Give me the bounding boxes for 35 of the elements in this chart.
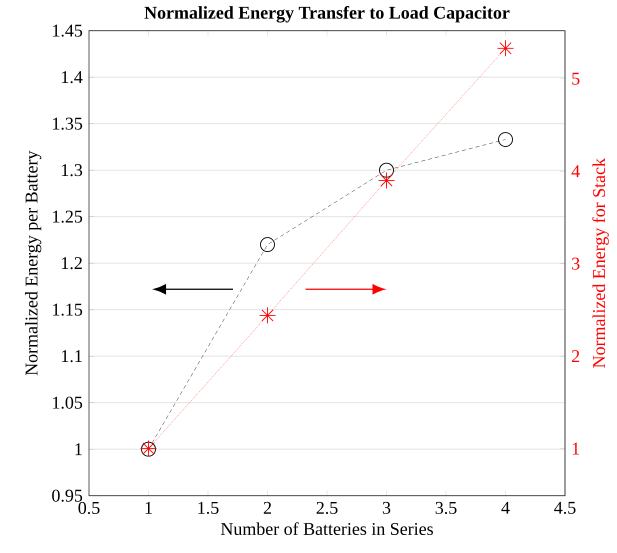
x-tick-label: 2.5	[316, 502, 338, 514]
y-tick-label: 1.15	[53, 304, 82, 316]
x-tick-label: 4.5	[554, 502, 576, 514]
x-tick-label: 4	[501, 502, 510, 514]
y-tick-label: 1.05	[53, 396, 82, 409]
y2-tick-label: 2	[572, 350, 580, 362]
y-tick-label: 1.45	[53, 24, 82, 37]
x-tick-label: 3	[382, 502, 390, 514]
y-tick-label: 1.35	[53, 118, 82, 130]
x-tick-label: 0.5	[78, 502, 100, 514]
y-tick-label: 1.25	[53, 210, 82, 223]
point	[379, 162, 394, 178]
x-axis-title: Number of Batteries in Series	[220, 522, 433, 536]
y-tick-label: 1.1	[62, 350, 82, 362]
point	[378, 172, 395, 190]
x-tick-label: 3.5	[436, 502, 457, 514]
chart-title: Normalized Energy Transfer to Load Capacitor	[144, 6, 510, 23]
point	[260, 237, 275, 252]
point	[259, 307, 276, 324]
x-tick-label: 1	[146, 502, 152, 514]
y-tick-label: 1	[75, 443, 82, 456]
y-tick-label: 1.2	[62, 257, 82, 270]
y2-tick-label: 4	[572, 165, 580, 178]
y2-tick-label: 1	[572, 442, 580, 455]
y-axis-title: Normalized Energy per Battery	[24, 150, 42, 376]
y2-tick-label: 5	[572, 72, 580, 85]
x-tick-label: 2	[264, 502, 272, 514]
x-tick-label: 1.5	[198, 502, 219, 514]
y-tick-label: 1.4	[62, 71, 83, 84]
point	[498, 132, 513, 148]
y2-tick-label: 3	[572, 258, 580, 270]
y2-axis-title: Normalized Energy for Stack	[592, 158, 609, 368]
y-tick-label: 0.95	[52, 490, 82, 502]
y-tick-label: 1.3	[62, 164, 82, 176]
point	[497, 40, 514, 57]
